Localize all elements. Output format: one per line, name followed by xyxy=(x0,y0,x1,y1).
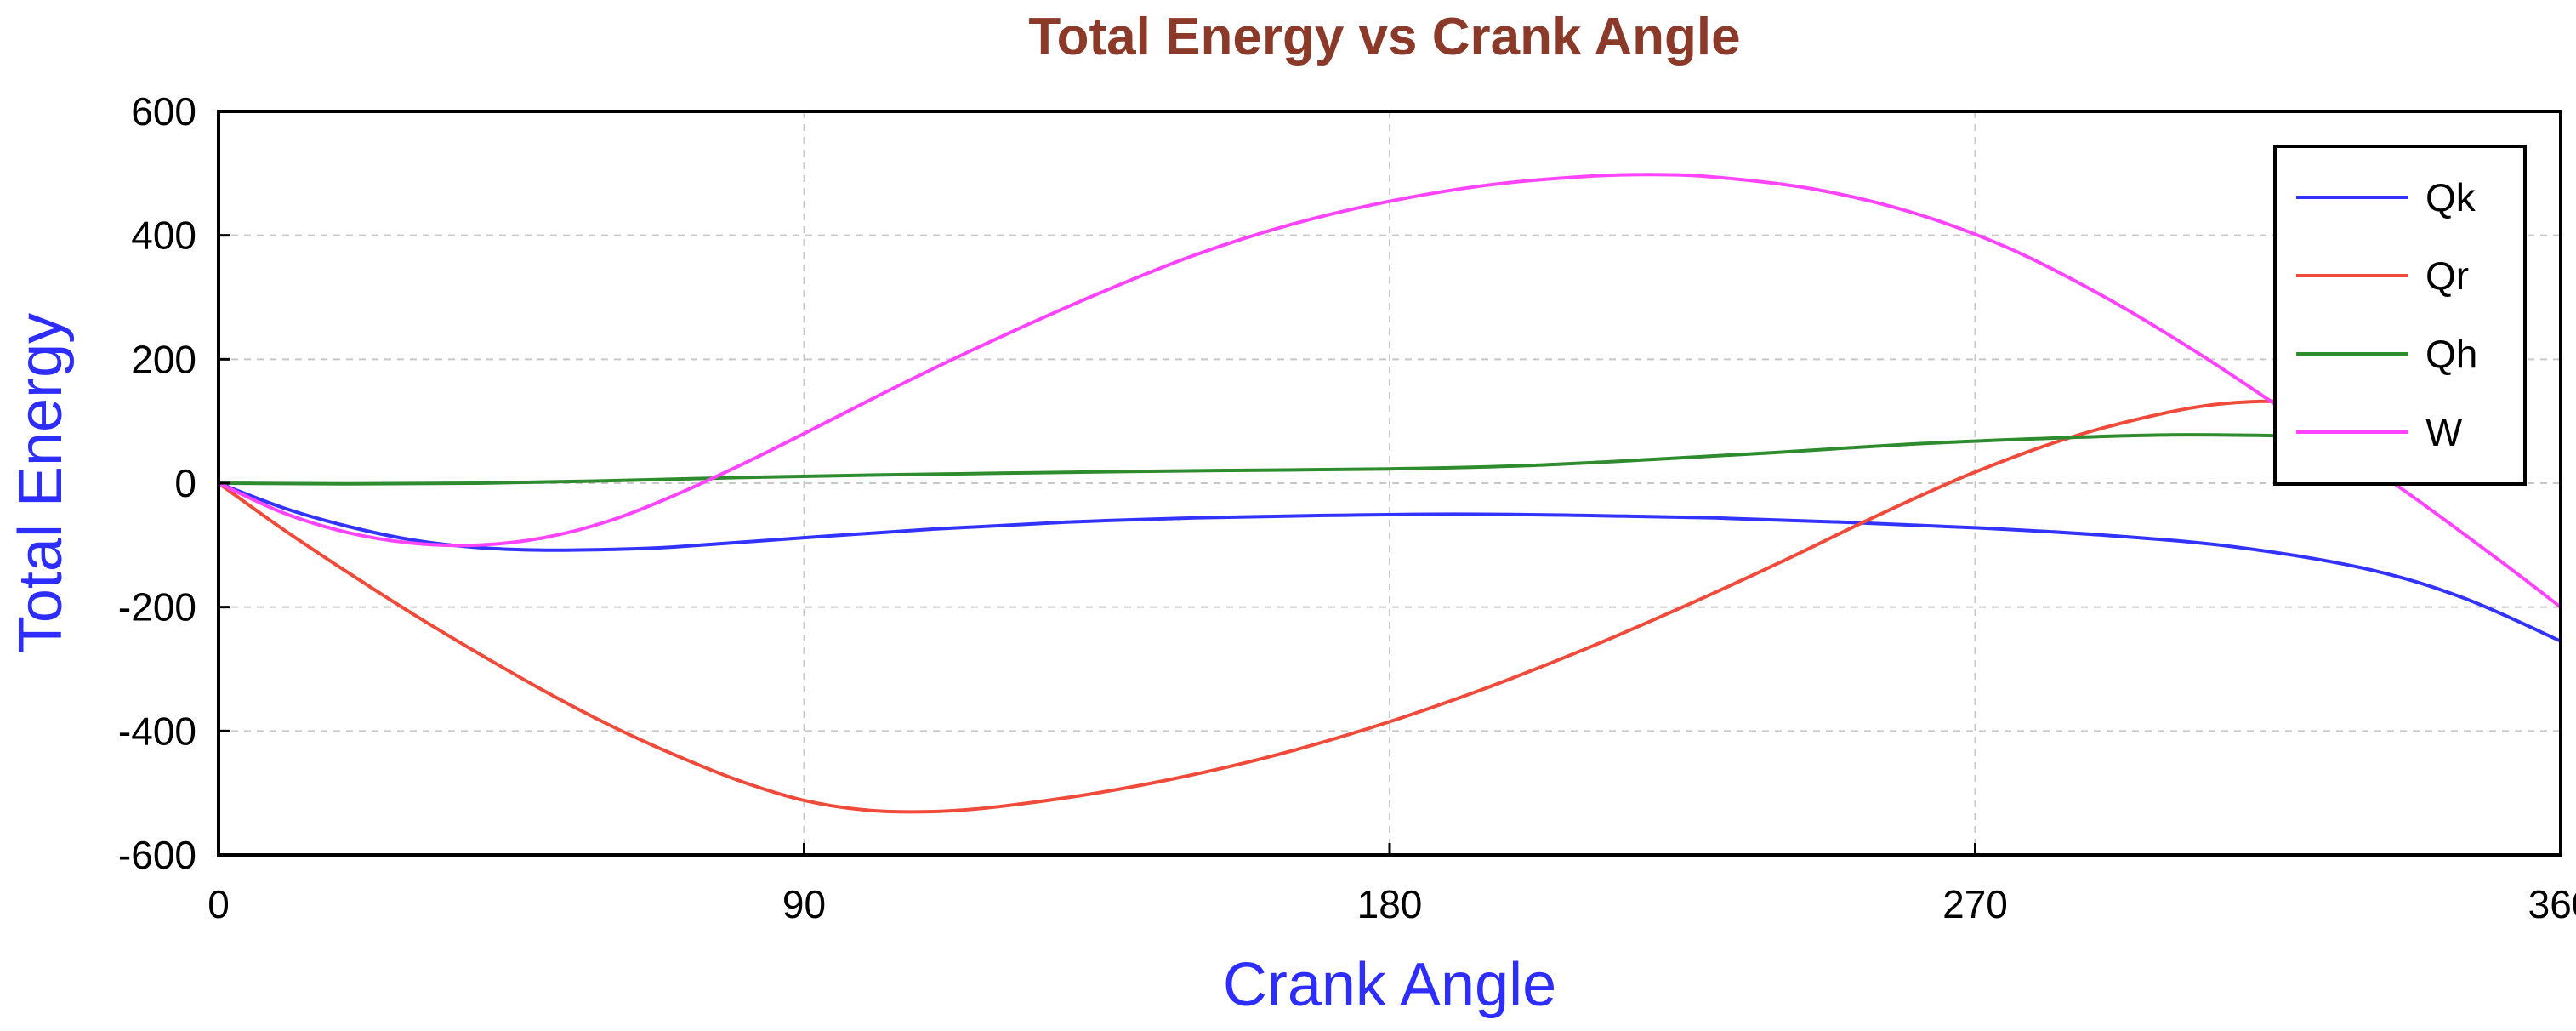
gridlines xyxy=(219,111,2561,855)
y-tick-label: 400 xyxy=(131,214,196,258)
y-tick-label: -400 xyxy=(118,709,196,753)
series-group xyxy=(217,173,2562,814)
y-tick-label: -200 xyxy=(118,585,196,629)
legend-box xyxy=(2273,145,2527,486)
series-line-qh xyxy=(217,433,2432,486)
y-tick-label: 200 xyxy=(131,337,196,381)
series-line-w xyxy=(217,173,2562,609)
legend-label-qr: Qr xyxy=(2425,253,2469,298)
x-axis-label: Crank Angle xyxy=(1223,951,1556,1019)
y-tick-label: 600 xyxy=(131,89,196,134)
x-tick-label: 180 xyxy=(1357,882,1423,926)
chart-title: Total Energy vs Crank Angle xyxy=(1028,8,1740,66)
y-tick-label: -600 xyxy=(118,833,196,877)
legend-label-qh: Qh xyxy=(2425,332,2477,376)
x-tick-label: 270 xyxy=(1942,882,2008,926)
legend-label-qk: Qk xyxy=(2425,175,2476,219)
tick-labels: 0 90 180 270 360 600 400 200 0 -200 -400 -600 xyxy=(118,89,2576,926)
y-axis-label: Total Energy xyxy=(7,313,75,653)
y-tick-label: 0 xyxy=(174,461,196,505)
x-tick-label: 360 xyxy=(2528,882,2576,926)
x-tick-label: 90 xyxy=(782,882,826,926)
series-line-qk xyxy=(217,481,2562,643)
series-line-qr xyxy=(217,399,2368,814)
legend-label-w: W xyxy=(2425,410,2463,454)
x-tick-label: 0 xyxy=(208,882,230,926)
legend: Qk Qr Qh W xyxy=(2273,145,2527,486)
